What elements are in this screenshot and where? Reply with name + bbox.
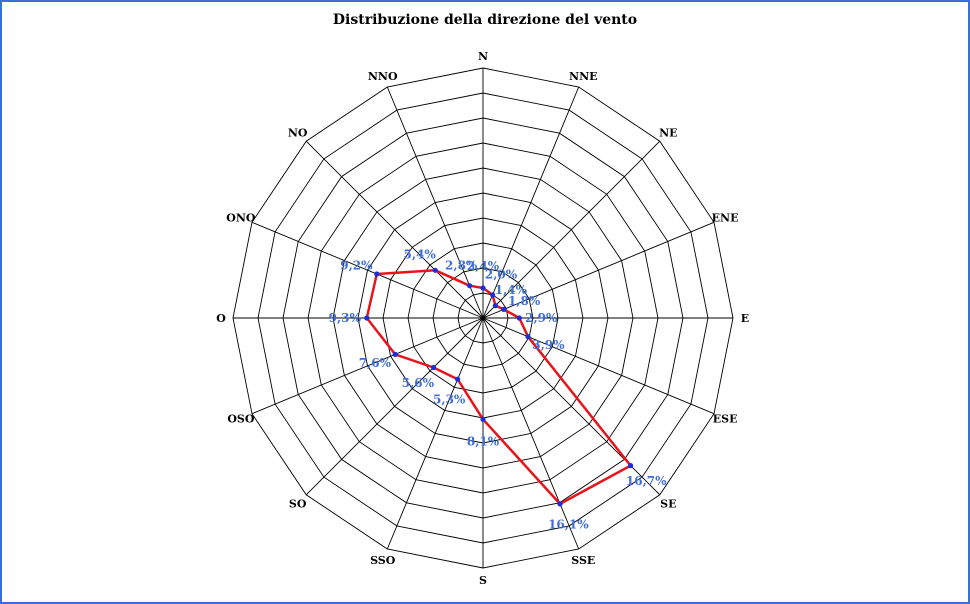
grid-spoke — [251, 221, 484, 319]
data-point — [557, 501, 563, 507]
series-layer — [364, 267, 634, 507]
direction-label: ESE — [713, 412, 738, 425]
data-label: 2,0% — [485, 268, 518, 282]
data-point — [455, 376, 461, 382]
data-point — [516, 315, 522, 321]
direction-label: N — [478, 50, 488, 63]
value-labels: 2,4%2,0%1,4%1,8% 2,9% 3,9% 16,7% 16,1% 8,1% 5,… — [329, 248, 667, 532]
grid-spoke — [482, 221, 715, 319]
grid-spoke — [251, 317, 484, 415]
direction-labels: N NNE NE ENE E ESE SE SSE S SSO SO OSO O ONO NO NNO — [216, 50, 749, 587]
data-label: 9,2% — [340, 259, 373, 273]
data-point — [392, 351, 398, 357]
data-label: 16,1% — [548, 517, 589, 531]
chart-title: Distribuzione della direzione del vento — [332, 12, 638, 28]
grid-spoke — [305, 140, 484, 319]
grid-spoke — [482, 317, 661, 496]
direction-label: SSE — [571, 554, 595, 567]
grid-spoke — [482, 86, 580, 319]
data-point — [364, 315, 370, 321]
direction-label: NNE — [569, 70, 598, 83]
data-label: 5,3% — [433, 393, 466, 407]
direction-label: E — [741, 312, 749, 325]
grid-spoke — [386, 317, 484, 550]
direction-label: NO — [288, 127, 308, 140]
grid-spoke — [482, 317, 715, 415]
data-point — [490, 292, 496, 298]
data-label: 7,6% — [359, 356, 392, 370]
data-label: 2,4% — [467, 259, 500, 273]
data-label: 1,4% — [495, 283, 528, 297]
data-label: 2,8% — [445, 258, 478, 272]
data-point — [430, 364, 437, 371]
data-label: 3,9% — [532, 338, 565, 352]
grid-spoke — [482, 317, 580, 550]
direction-label: OSO — [227, 412, 255, 425]
data-point — [480, 416, 486, 422]
direction-label: SO — [289, 497, 307, 510]
data-point — [432, 267, 438, 273]
grid-spoke — [386, 86, 484, 319]
data-point — [628, 463, 634, 469]
grid-spoke — [305, 317, 484, 496]
direction-label: SSO — [370, 554, 396, 567]
direction-label: NE — [659, 127, 677, 140]
direction-label: SE — [660, 497, 676, 510]
data-label: 8,1% — [467, 434, 500, 448]
direction-label: O — [216, 312, 226, 325]
data-point — [525, 334, 531, 340]
direction-label: NNO — [368, 70, 398, 83]
direction-label: ENE — [712, 212, 739, 225]
data-label: 16,7% — [626, 474, 667, 488]
data-point — [374, 271, 380, 277]
data-point — [480, 285, 486, 291]
data-label: 5,4% — [404, 248, 437, 262]
direction-label: S — [479, 574, 487, 587]
data-label: 9,3% — [329, 311, 362, 325]
data-label: 1,8% — [508, 294, 541, 308]
data-label: 5,6% — [402, 376, 435, 390]
data-point — [467, 283, 473, 289]
data-label: 2,9% — [525, 311, 558, 325]
radar-grid — [232, 67, 734, 569]
data-point — [501, 306, 507, 312]
data-point — [492, 303, 498, 309]
direction-label: ONO — [226, 212, 256, 225]
grid-spoke — [482, 140, 661, 319]
